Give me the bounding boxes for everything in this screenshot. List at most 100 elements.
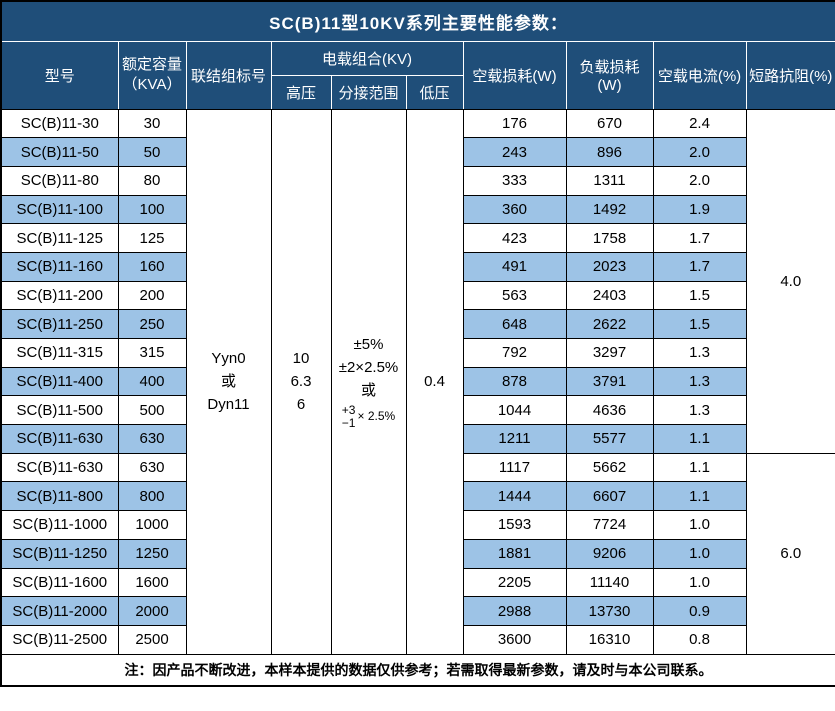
cell-model: SC(B)11-250 (0, 309, 119, 339)
cell-no-load-current: 1.5 (652, 309, 747, 339)
table-row: SC(B)11-2000 2000 2988 13730 0.9 (0, 596, 835, 626)
cell-no-load-current: 1.0 (652, 567, 747, 598)
cell-kva: 2500 (117, 624, 187, 655)
col-header-model: 型号 (0, 40, 119, 110)
cell-kva: 1000 (117, 510, 187, 540)
connection-line: 或 (220, 372, 236, 390)
footer-note: 注：因产品不断改进，本样本提供的数据仅供参考；若需取得最新参数，请及时与本公司联… (0, 653, 835, 687)
cell-kva: 160 (117, 251, 187, 282)
table-body: SC(B)11-30 30 Yyn0 或 Dyn11 10 6.3 6 ±5% ±2×2.5% 或 +… (0, 108, 835, 655)
cell-load-loss: 9206 (565, 538, 654, 569)
title-row: SC(B)11型10KV系列主要性能参数： (0, 0, 835, 42)
cell-kva: 1600 (117, 567, 187, 598)
hv-line: 6.3 (290, 372, 312, 390)
cell-no-load-loss: 1117 (462, 452, 567, 483)
cell-model: SC(B)11-1250 (0, 538, 119, 569)
merged-cell-impedance: 4.0 (745, 108, 835, 454)
table-row: SC(B)11-1000 1000 1593 7724 1.0 (0, 510, 835, 540)
cell-kva: 400 (117, 366, 187, 397)
cell-no-load-current: 1.0 (652, 510, 747, 540)
cell-load-loss: 2023 (565, 251, 654, 282)
cell-load-loss: 6607 (565, 481, 654, 512)
cell-no-load-loss: 333 (462, 165, 567, 196)
page-title: SC(B)11型10KV系列主要性能参数： (0, 0, 835, 42)
table-row: SC(B)11-30 30 Yyn0 或 Dyn11 10 6.3 6 ±5% ±2×2.5% 或 +… (0, 108, 835, 655)
table-row: SC(B)11-630 630 1117 5662 1.1 6.0 (0, 452, 835, 655)
tap-fraction: +3 −1 × 2.5% (334, 403, 404, 430)
cell-no-load-current: 1.1 (652, 424, 747, 454)
cell-no-load-loss: 3600 (462, 624, 567, 655)
table-row: SC(B)11-500 500 1044 4636 1.3 (0, 395, 835, 426)
table-row: SC(B)11-160 160 491 2023 1.7 (0, 251, 835, 282)
cell-model: SC(B)11-315 (0, 338, 119, 368)
tap-line: ±2×2.5% (338, 359, 399, 377)
cell-model: SC(B)11-50 (0, 137, 119, 167)
cell-no-load-current: 1.7 (652, 223, 747, 253)
connection-line: Dyn11 (207, 396, 250, 414)
cell-model: SC(B)11-630 (0, 424, 119, 454)
cell-no-load-loss: 360 (462, 194, 567, 225)
cell-no-load-current: 1.3 (652, 366, 747, 397)
cell-kva: 315 (117, 338, 187, 368)
cell-load-loss: 7724 (565, 510, 654, 540)
cell-kva: 2000 (117, 596, 187, 626)
cell-no-load-current: 1.1 (652, 452, 747, 483)
col-header-impedance: 短路抗阻(%) (745, 40, 835, 110)
cell-kva: 1250 (117, 538, 187, 569)
table-row: SC(B)11-125 125 423 1758 1.7 (0, 223, 835, 253)
table-row: SC(B)11-50 50 243 896 2.0 (0, 137, 835, 167)
merged-cell-impedance: 6.0 (745, 452, 835, 655)
cell-load-loss: 2403 (565, 280, 654, 311)
cell-no-load-current: 1.1 (652, 481, 747, 512)
cell-kva: 630 (117, 452, 187, 483)
cell-no-load-loss: 563 (462, 280, 567, 311)
connection-line: Yyn0 (211, 349, 246, 367)
cell-no-load-loss: 1881 (462, 538, 567, 569)
merged-cell-hv: 10 6.3 6 (270, 108, 332, 655)
col-header-lv: 低压 (405, 74, 464, 110)
cell-kva: 50 (117, 137, 187, 167)
cell-no-load-loss: 878 (462, 366, 567, 397)
hv-line: 6 (296, 396, 306, 414)
cell-no-load-current: 1.3 (652, 395, 747, 426)
merged-cell-tap-range: ±5% ±2×2.5% 或 +3 −1 × 2.5% (330, 108, 407, 655)
table-row: SC(B)11-100 100 360 1492 1.9 (0, 194, 835, 225)
cell-no-load-loss: 1211 (462, 424, 567, 454)
cell-kva: 125 (117, 223, 187, 253)
cell-no-load-loss: 423 (462, 223, 567, 253)
cell-model: SC(B)11-800 (0, 481, 119, 512)
cell-no-load-current: 2.0 (652, 165, 747, 196)
cell-no-load-loss: 1044 (462, 395, 567, 426)
cell-no-load-current: 1.3 (652, 338, 747, 368)
tap-line: ±5% (353, 335, 384, 353)
table-row: SC(B)11-2500 2500 3600 16310 0.8 (0, 624, 835, 655)
cell-no-load-loss: 243 (462, 137, 567, 167)
cell-kva: 100 (117, 194, 187, 225)
cell-model: SC(B)11-200 (0, 280, 119, 311)
footer-row: 注：因产品不断改进，本样本提供的数据仅供参考；若需取得最新参数，请及时与本公司联… (0, 653, 835, 687)
cell-kva: 80 (117, 165, 187, 196)
tap-fraction-bottom: −1 (341, 415, 356, 430)
table-row: SC(B)11-200 200 563 2403 1.5 (0, 280, 835, 311)
cell-load-loss: 1311 (565, 165, 654, 196)
cell-no-load-loss: 176 (462, 108, 567, 139)
header-row-2: 高压 分接范围 低压 (1, 74, 835, 110)
cell-load-loss: 2622 (565, 309, 654, 339)
cell-load-loss: 670 (565, 108, 654, 139)
cell-model: SC(B)11-30 (0, 108, 119, 139)
cell-model: SC(B)11-160 (0, 251, 119, 282)
cell-no-load-loss: 1593 (462, 510, 567, 540)
cell-no-load-current: 1.0 (652, 538, 747, 569)
col-header-capacity-line2: （KVA） (122, 76, 182, 93)
cell-load-loss: 3297 (565, 338, 654, 368)
cell-model: SC(B)11-500 (0, 395, 119, 426)
cell-model: SC(B)11-630 (0, 452, 119, 483)
cell-no-load-current: 0.8 (652, 624, 747, 655)
merged-cell-connection: Yyn0 或 Dyn11 (185, 108, 272, 655)
cell-no-load-current: 2.4 (652, 108, 747, 139)
col-header-connection: 联结组标号 (185, 40, 272, 110)
cell-load-loss: 4636 (565, 395, 654, 426)
cell-load-loss: 3791 (565, 366, 654, 397)
cell-model: SC(B)11-2500 (0, 624, 119, 655)
cell-kva: 200 (117, 280, 187, 311)
